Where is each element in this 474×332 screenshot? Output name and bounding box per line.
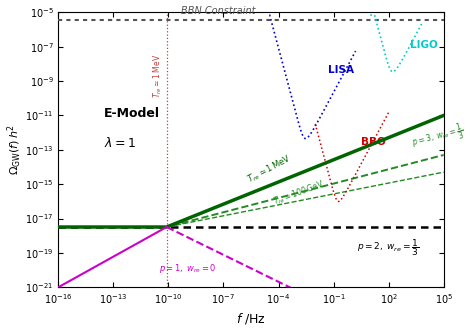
Text: $T_{re} \simeq 1\,{\rm MeV}$: $T_{re} \simeq 1\,{\rm MeV}$: [152, 54, 164, 98]
Text: LIGO: LIGO: [410, 41, 438, 50]
Text: $T_{re} \simeq 100\,{\rm GeV}$: $T_{re} \simeq 100\,{\rm GeV}$: [271, 178, 326, 208]
Text: $p = 1,\; w_{re} = 0$: $p = 1,\; w_{re} = 0$: [159, 262, 217, 275]
Y-axis label: $\Omega_{\rm GW}(f)\, h^2$: $\Omega_{\rm GW}(f)\, h^2$: [6, 124, 24, 175]
Text: $T_{re} \simeq 1\,{\rm MeV}$: $T_{re} \simeq 1\,{\rm MeV}$: [245, 152, 294, 186]
X-axis label: $f$ /Hz: $f$ /Hz: [236, 311, 266, 326]
Text: BBN Constraint: BBN Constraint: [181, 6, 255, 16]
Text: $p = 2,\; w_{re} = \dfrac{1}{3}$: $p = 2,\; w_{re} = \dfrac{1}{3}$: [357, 237, 420, 258]
Text: BBO: BBO: [361, 136, 385, 147]
Text: $\lambda = 1$: $\lambda = 1$: [104, 136, 136, 150]
Text: $p = 3,\; w_{re} = \dfrac{1}{3}$: $p = 3,\; w_{re} = \dfrac{1}{3}$: [410, 120, 467, 154]
Text: LISA: LISA: [328, 65, 354, 75]
Text: E-Model: E-Model: [104, 107, 160, 120]
